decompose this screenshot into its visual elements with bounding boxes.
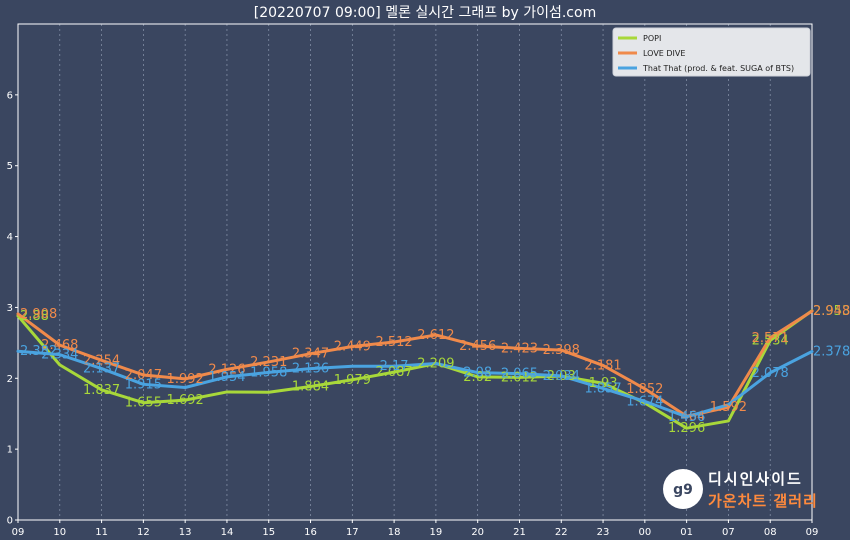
x-tick-label: 17 xyxy=(346,527,359,538)
x-tick-label: 23 xyxy=(597,527,610,538)
legend-label: POPI xyxy=(643,34,661,43)
data-label: 2.087 xyxy=(375,365,412,380)
x-tick-label: 08 xyxy=(764,527,777,538)
data-label: 2.512 xyxy=(375,335,412,350)
series-lines xyxy=(16,309,814,430)
x-tick-label: 09 xyxy=(806,527,819,538)
data-label: 1.884 xyxy=(292,380,329,395)
grid-lines xyxy=(59,24,771,520)
data-label: 1.296 xyxy=(668,421,705,436)
x-tick-label: 11 xyxy=(95,527,108,538)
data-label: 2.534 xyxy=(752,333,789,348)
data-label: 2.034 xyxy=(543,369,580,384)
data-label: 2.231 xyxy=(250,355,287,370)
data-label: 2.948 xyxy=(813,304,850,319)
data-label: 2.449 xyxy=(334,339,371,354)
data-label: 2.136 xyxy=(292,362,329,377)
x-tick-label: 21 xyxy=(513,527,526,538)
chart-title: [20220707 09:00] 멜론 실시간 그래프 by 가이섬.com xyxy=(254,5,596,21)
data-label: 2.334 xyxy=(41,348,78,363)
data-label: 2.012 xyxy=(501,370,538,385)
data-label: 2.126 xyxy=(208,362,245,377)
data-label: 1.674 xyxy=(626,394,663,409)
legend-box xyxy=(612,27,811,77)
data-labels: 2.88 1.837 1.655 1.692 1.884 1.979 2.087 2.209 2… xyxy=(20,304,850,436)
x-tick-label: 16 xyxy=(304,527,317,538)
x-tick-label: 10 xyxy=(53,527,66,538)
data-label: 1.692 xyxy=(167,393,204,408)
data-label: 1.958 xyxy=(250,365,287,380)
series-line-2 xyxy=(16,309,814,418)
legend-label: That That (prod. & feat. SUGA of BTS) xyxy=(642,64,794,73)
y-tick-label: 6 xyxy=(7,90,13,101)
data-label: 2.137 xyxy=(83,362,120,377)
x-tick-label: 12 xyxy=(137,527,150,538)
y-tick-label: 0 xyxy=(7,516,13,527)
plot-frame xyxy=(17,23,813,521)
series-line-1 xyxy=(16,309,814,430)
x-tick-label: 13 xyxy=(179,527,192,538)
watermark-logo-icon xyxy=(663,469,703,509)
x-tick-label: 00 xyxy=(638,527,651,538)
data-label: 2.08 xyxy=(463,366,492,381)
data-label: 2.571 xyxy=(752,331,789,346)
watermark-line1: 디시인사이드 xyxy=(708,470,803,488)
x-tick-label: 07 xyxy=(722,527,735,538)
data-label: 2.398 xyxy=(543,343,580,358)
data-label: 1.464 xyxy=(668,409,705,424)
y-tick-label: 5 xyxy=(7,161,13,172)
y-tick-label: 2 xyxy=(7,374,13,385)
x-tick-label: 15 xyxy=(262,527,275,538)
data-label: 1.992 xyxy=(167,372,204,387)
data-label: 2.181 xyxy=(584,358,621,373)
data-label: 2.347 xyxy=(292,347,329,362)
data-label: 1.979 xyxy=(334,373,371,388)
legend: POPI LOVE DIVE That That (prod. & feat. SU… xyxy=(612,27,811,77)
watermark-logo: g9 디시인사이드 가온차트 갤러리 xyxy=(663,469,818,510)
data-label: 2.468 xyxy=(41,338,78,353)
data-label: 2.02 xyxy=(463,370,492,385)
series-line-3 xyxy=(16,349,814,419)
data-label: 1.915 xyxy=(125,377,162,392)
data-label: 1.954 xyxy=(208,370,245,385)
data-label: 1.592 xyxy=(710,400,747,415)
y-tick-label: 1 xyxy=(7,445,13,456)
data-label: 2.88 xyxy=(20,309,49,324)
data-label: 2.065 xyxy=(501,367,538,382)
data-label: 1.93 xyxy=(589,376,618,391)
x-tick-label: 22 xyxy=(555,527,568,538)
data-label: 2.456 xyxy=(459,339,496,354)
x-tick-label: 09 xyxy=(12,527,25,538)
x-tick-label: 19 xyxy=(430,527,443,538)
data-label: 2.254 xyxy=(83,353,120,368)
x-tick-label: 18 xyxy=(388,527,401,538)
data-label: 2.078 xyxy=(752,366,789,381)
legend-label: LOVE DIVE xyxy=(643,49,685,58)
data-label: 2.423 xyxy=(501,341,538,356)
data-label: 2.047 xyxy=(125,368,162,383)
y-tick-label: 4 xyxy=(7,232,13,243)
watermark-line2: 가온차트 갤러리 xyxy=(708,492,818,510)
x-tick-label: 01 xyxy=(680,527,693,538)
x-tick-label: 14 xyxy=(221,527,234,538)
data-label: 2.953 xyxy=(813,304,850,319)
data-label: 2.908 xyxy=(20,307,57,322)
data-label: 1.655 xyxy=(125,396,162,411)
y-tick-label: 3 xyxy=(7,303,13,314)
data-label: 1.852 xyxy=(626,382,663,397)
x-tick-label: 20 xyxy=(471,527,484,538)
watermark-logo-mark: g9 xyxy=(673,482,693,498)
data-label: 1.857 xyxy=(584,381,621,396)
data-label: 2.382 xyxy=(20,344,57,359)
data-label: 1.837 xyxy=(83,383,120,398)
data-label: 2.03 xyxy=(547,369,576,384)
data-label: 2.612 xyxy=(417,328,454,343)
data-label: 2.17 xyxy=(380,359,409,374)
data-label: 1.456 xyxy=(668,410,705,425)
data-label: 2.209 xyxy=(417,356,454,371)
data-label: 2.378 xyxy=(813,345,850,360)
